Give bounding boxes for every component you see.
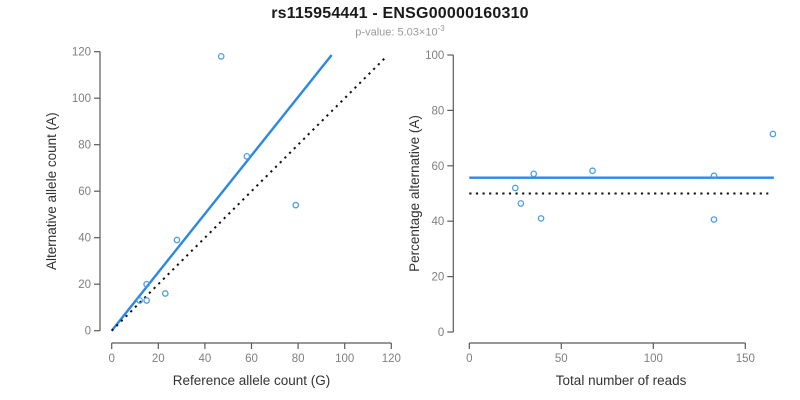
ref-vs-alt-allele-count-axes: 0 20 40 60 80 100 120 0 20 40 60 80 100 120 [72,47,401,365]
data-point [292,201,300,209]
data-point [217,52,225,60]
y-tick-label: 120 [72,47,91,59]
identity-line [110,55,388,332]
data-point [537,215,545,222]
figure-title: rs115954441 - ENSG00000160310 [271,5,529,22]
data-point [710,172,718,180]
y-tick-label: 100 [425,50,444,62]
y-tick-label: 20 [432,272,445,284]
x-tick-label: 100 [335,353,354,365]
subtitle-exponent: -3 [437,24,445,33]
fit-line [110,54,333,332]
y-tick-label: 80 [78,140,91,152]
ref-vs-alt-allele-count-points [136,52,300,304]
x-tick-label: 80 [292,353,305,365]
y-tick-label: 0 [438,327,444,339]
y-tick-label: 40 [78,233,91,245]
figure-subtitle: p-value: 5.03×10-3 [0,24,800,39]
x-tick-label: 100 [644,353,663,365]
y-tick-label: 0 [85,326,91,338]
x-tick-label: 50 [555,353,568,365]
data-point [589,167,596,175]
y-tick-label: 60 [432,161,445,173]
x-tick-label: 0 [466,353,472,365]
pct-alternative-vs-total-reads-axes: 0 50 100 150 0 20 40 60 80 100 [425,50,755,365]
data-point [511,184,519,192]
pct-alternative-vs-total-reads-points [511,130,777,223]
data-point [173,236,181,244]
data-point [243,152,251,160]
x-tick-label: 20 [152,353,165,365]
subtitle-pvalue-text: p-value: 5.03×10 [355,26,438,39]
y-tick-label: 100 [72,93,91,105]
data-point [136,297,144,304]
x-tick-label: 120 [382,353,401,365]
data-point [143,280,150,288]
data-point [517,200,525,207]
y-axis-title: Alternative allele count (A) [44,112,59,270]
x-tick-label: 60 [245,353,258,365]
x-axis-title: Total number of reads [556,373,687,388]
data-point [161,290,169,297]
x-axis-title: Reference allele count (G) [173,373,331,388]
y-tick-label: 80 [432,105,445,117]
data-point [530,170,538,178]
y-axis-title: Percentage alternative (A) [407,115,422,272]
data-point [143,297,150,304]
data-point [769,130,777,138]
y-tick-label: 40 [432,216,445,228]
x-tick-label: 150 [736,353,755,365]
y-tick-label: 20 [78,279,91,291]
y-tick-label: 60 [78,186,91,198]
x-tick-label: 0 [108,353,114,365]
x-tick-label: 40 [199,353,212,365]
data-point [710,216,718,223]
